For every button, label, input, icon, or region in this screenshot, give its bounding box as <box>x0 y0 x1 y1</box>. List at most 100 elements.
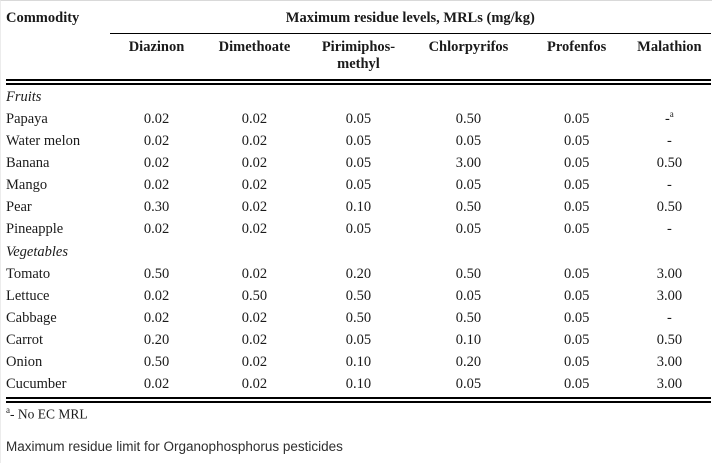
mrl-value-cell: 0.05 <box>563 155 590 171</box>
mrl-value-cell: 0.50 <box>455 111 482 127</box>
table-caption: Maximum residue limit for Organophosphor… <box>6 439 343 454</box>
mrl-value-cell: 0.05 <box>563 199 590 215</box>
footnote-superscript: a <box>6 404 10 415</box>
commodity-cell: Pear <box>6 199 32 215</box>
mrl-value-cell: 0.10 <box>455 331 482 348</box>
commodity-cell: Cabbage <box>6 309 57 326</box>
mrl-value-cell: 3.00 <box>455 155 482 171</box>
column-header: Dimethoate <box>203 33 306 85</box>
mrl-value-cell: 0.02 <box>241 199 268 215</box>
mrl-value-cell: 0.05 <box>345 111 372 127</box>
mrl-value-cell: 0.02 <box>241 265 268 282</box>
mrl-value-cell: 0.50 <box>656 331 683 348</box>
mrl-value-cell: 0.10 <box>345 353 372 370</box>
commodity-cell: Cucumber <box>6 373 110 403</box>
mrl-value-cell: 0.05 <box>525 373 628 403</box>
mrl-value-cell: 0.05 <box>345 331 372 348</box>
table-row: Onion 0.50 0.02 0.10 0.20 0.05 3.00 <box>6 351 711 373</box>
mrl-value-cell: - <box>666 177 672 193</box>
mrl-value-cell: 0.05 <box>563 221 590 237</box>
table-row: Carrot 0.20 0.02 0.05 0.10 0.05 0.50 <box>6 329 711 351</box>
mrl-value-cell: -a <box>664 109 674 127</box>
column-header: Pirimiphos- methyl <box>305 33 412 85</box>
mrl-value-cell: 0.05 <box>455 133 482 149</box>
mrl-value-cell: 0.05 <box>455 287 482 304</box>
mrl-value-cell: 0.20 <box>455 353 482 370</box>
mrl-value-cell: 0.05 <box>563 177 590 193</box>
mrl-value-cell: 0.05 <box>563 353 590 370</box>
table-row: Mango 0.02 0.02 0.05 0.05 0.05 - <box>6 175 711 197</box>
mrl-value-cell: 3.00 <box>656 353 683 370</box>
mrl-value-cell: 0.02 <box>241 353 268 370</box>
commodity-cell: Mango <box>6 177 48 193</box>
mrl-table: Commodity Maximum residue levels, MRLs (… <box>6 6 711 403</box>
mrl-value-cell: 0.02 <box>241 309 268 326</box>
mrl-value-cell: 0.05 <box>411 373 526 403</box>
commodity-column-header: Commodity <box>6 6 110 85</box>
mrl-value-cell: 0.05 <box>563 287 590 304</box>
column-header: Diazinon <box>109 33 204 85</box>
table-row: Pineapple 0.02 0.02 0.05 0.05 0.05 - <box>6 219 711 241</box>
commodity-cell: Water melon <box>6 133 81 149</box>
commodity-cell: Pineapple <box>6 221 64 237</box>
commodity-cell: Banana <box>6 155 50 171</box>
mrl-value-cell: 0.05 <box>345 155 372 171</box>
table-row: Banana 0.02 0.02 0.05 3.00 0.05 0.50 <box>6 153 711 175</box>
column-header: Profenfos <box>525 33 628 85</box>
footnote: a- No EC MRL <box>6 405 710 423</box>
table-row: Water melon 0.02 0.02 0.05 0.05 0.05 - <box>6 131 711 153</box>
mrl-value-cell: 0.05 <box>455 221 482 237</box>
commodity-cell: Papaya <box>6 111 48 127</box>
table-row: Papaya 0.02 0.02 0.05 0.50 0.05 -a <box>6 109 711 131</box>
section-label: Vegetables <box>6 243 69 260</box>
mrl-value-cell: - <box>666 221 672 237</box>
mrl-value-cell: 0.05 <box>563 331 590 348</box>
mrl-value-cell: 0.05 <box>345 177 372 193</box>
mrl-value-cell: 0.30 <box>143 199 170 215</box>
section-label-row: Fruits <box>6 82 711 109</box>
mrl-value-cell: 0.05 <box>563 309 590 326</box>
mrl-value-cell: 0.02 <box>241 177 268 193</box>
mrl-value-cell: 0.02 <box>143 155 170 171</box>
table-body: Fruits Papaya 0.02 0.02 0.05 0.50 0.05 -a Water … <box>6 82 711 403</box>
mrl-value-cell: 0.02 <box>143 287 170 304</box>
mrl-value-cell: 0.50 <box>345 287 372 304</box>
mrl-value-cell: 0.50 <box>656 155 683 171</box>
group-header: Maximum residue levels, MRLs (mg/kg) <box>109 6 711 34</box>
table-row: Pear 0.30 0.02 0.10 0.50 0.05 0.50 <box>6 197 711 219</box>
mrl-value-cell: 0.05 <box>455 177 482 193</box>
mrl-value-cell: 0.10 <box>305 373 412 403</box>
mrl-value-cell: 0.02 <box>143 309 170 326</box>
footnote-text: - No EC MRL <box>10 406 88 421</box>
mrl-value-cell: 0.02 <box>241 331 268 348</box>
mrl-value-cell: - <box>666 309 672 326</box>
column-header: Malathion <box>627 33 711 85</box>
mrl-value-cell: 0.20 <box>345 265 372 282</box>
mrl-value-cell: 0.10 <box>345 199 372 215</box>
mrl-value-cell: 0.50 <box>455 309 482 326</box>
mrl-value-cell: 0.50 <box>241 287 268 304</box>
mrl-value-cell: - <box>666 133 672 149</box>
mrl-value-cell: 0.50 <box>143 265 170 282</box>
mrl-value-cell: 0.05 <box>345 221 372 237</box>
mrl-value-cell: 3.00 <box>656 287 683 304</box>
mrl-value-cell: 0.02 <box>241 133 268 149</box>
mrl-value-cell: 0.20 <box>143 331 170 348</box>
mrl-value-cell: 3.00 <box>627 373 711 403</box>
commodity-cell: Onion <box>6 353 43 370</box>
mrl-value-cell: 0.02 <box>203 373 306 403</box>
mrl-value-cell: 0.02 <box>109 373 204 403</box>
mrl-value-cell: 0.05 <box>563 133 590 149</box>
mrl-value-cell: 0.02 <box>143 221 170 237</box>
commodity-cell: Tomato <box>6 265 51 282</box>
value-superscript: a <box>669 109 674 120</box>
commodity-cell: Carrot <box>6 331 44 348</box>
section-label-row: Vegetables <box>6 241 711 264</box>
table-row: Tomato 0.50 0.02 0.20 0.50 0.05 3.00 <box>6 263 711 285</box>
mrl-value-cell: 0.50 <box>345 309 372 326</box>
mrl-value-cell: 0.02 <box>143 177 170 193</box>
table-row: Lettuce 0.02 0.50 0.50 0.05 0.05 3.00 <box>6 285 711 307</box>
mrl-value-cell: 0.02 <box>241 221 268 237</box>
column-header-row: Diazinon Dimethoate Pirimiphos- methyl Chlo… <box>6 33 711 85</box>
